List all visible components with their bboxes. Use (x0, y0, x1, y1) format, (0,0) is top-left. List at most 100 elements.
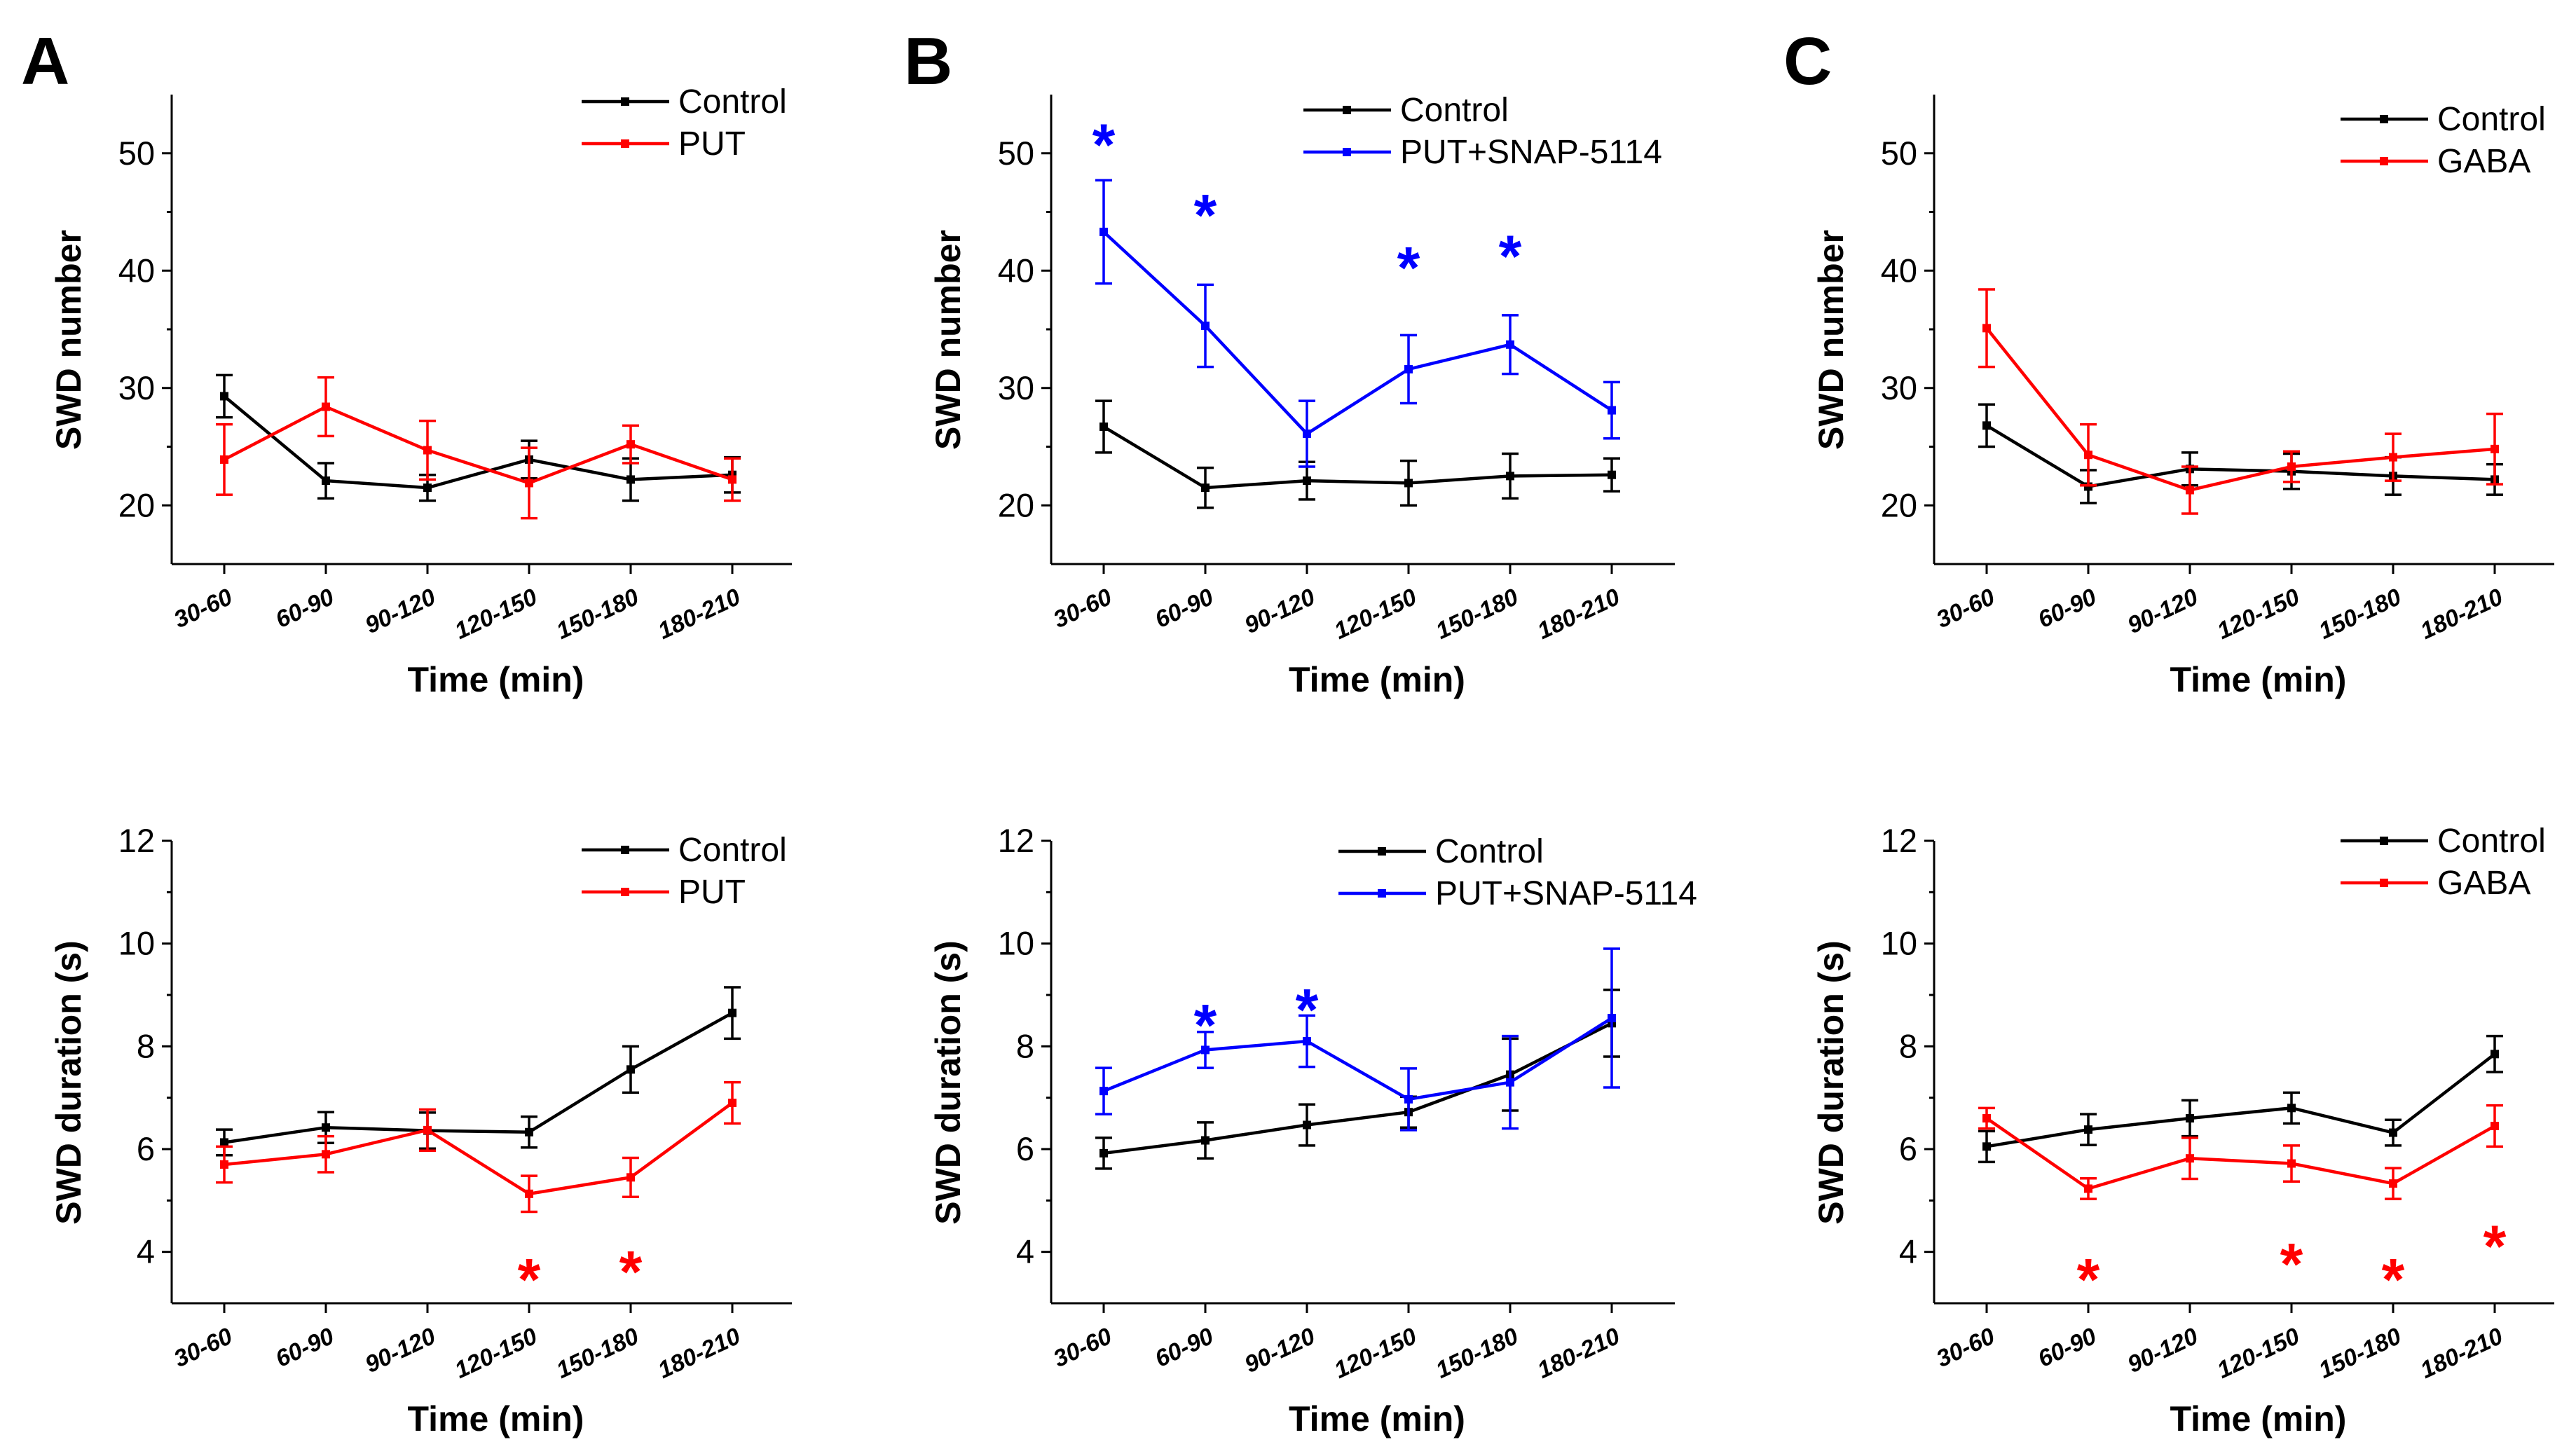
y-tick-label: 20 (1881, 486, 1917, 523)
x-tick-label: 60-90 (1151, 1323, 1218, 1373)
y-tick-label: 4 (1016, 1233, 1034, 1270)
data-point (322, 402, 330, 411)
x-tick-label: 90-120 (1240, 1323, 1319, 1378)
data-point (2186, 1114, 2194, 1122)
series-line (223, 405, 733, 485)
data-point (2084, 1184, 2092, 1193)
data-point (2389, 453, 2397, 462)
data-point (322, 1123, 330, 1132)
data-point (1982, 1114, 1991, 1122)
series-line (1102, 425, 1612, 490)
series-control (1095, 988, 1620, 1170)
x-tick-label: 150-180 (1432, 1323, 1522, 1384)
x-tick-label: 180-210 (1533, 1323, 1624, 1384)
y-tick-label: 20 (118, 486, 155, 523)
series-control (216, 373, 741, 502)
y-axis-title: SWD duration (s) (49, 940, 88, 1225)
data-point (1201, 1045, 1210, 1055)
data-point (1099, 1087, 1108, 1096)
chart-a-bottom: 4 6 8 10 12 30-60 60-90 90-120 120-150 150-180 180… (49, 822, 792, 1438)
data-point (626, 475, 635, 484)
series-line (1103, 1017, 1613, 1101)
x-tick-label: 120-150 (451, 1323, 541, 1384)
data-point (1201, 1136, 1210, 1145)
data-point (2389, 1128, 2397, 1137)
legend-marker (1378, 847, 1386, 856)
data-point (220, 455, 228, 464)
panel-letter-c: C (1783, 24, 1832, 99)
significance-star: * (518, 1246, 541, 1312)
legend-label: PUT+SNAP-5114 (1400, 134, 1662, 171)
y-tick-label: 8 (137, 1027, 155, 1064)
y-tick-label: 30 (1881, 369, 1917, 406)
x-tick-label: 30-60 (170, 1323, 237, 1373)
series-line (1103, 1022, 1613, 1155)
data-point (626, 1173, 635, 1182)
significance-star: * (2483, 1213, 2507, 1279)
x-tick-label: 180-210 (654, 1323, 744, 1384)
data-point (2491, 1050, 2499, 1059)
y-axis-title: SWD duration (s) (929, 940, 968, 1225)
data-point (2491, 444, 2499, 453)
y-tick-label: 8 (1899, 1027, 1917, 1064)
x-axis-title: Time (min) (408, 660, 584, 699)
data-point (2389, 1179, 2397, 1188)
panel-letter-b: B (904, 24, 952, 99)
legend-label: Control (1435, 833, 1544, 870)
series-control (1095, 399, 1620, 509)
y-tick-label: 6 (1899, 1130, 1917, 1167)
data-point (423, 483, 432, 493)
chart-c-bottom: 4 6 8 10 12 30-60 60-90 90-120 120-150 150-180 180… (1811, 822, 2554, 1438)
data-point (1303, 430, 1311, 439)
panel-letter-a: A (21, 24, 69, 99)
data-point (1099, 227, 1108, 236)
series-line (224, 1101, 734, 1196)
x-tick-label: 150-180 (1432, 584, 1522, 645)
x-tick-label: 120-150 (2213, 1323, 2303, 1384)
series-put-snap-5114 (1095, 179, 1620, 468)
data-point (1506, 472, 1514, 481)
data-point (2287, 462, 2296, 471)
x-axis-title: Time (min) (2170, 660, 2347, 699)
significance-star: * (1397, 235, 1420, 301)
series-line (223, 394, 733, 490)
y-tick-label: 50 (118, 135, 155, 172)
significance-star: * (1092, 111, 1116, 177)
chart-a-top: 20 30 40 50 30-60 60-90 90-120 120-150 150-180 18… (49, 83, 792, 699)
series-control (1978, 1034, 2503, 1164)
y-tick-label: 40 (1881, 252, 1917, 289)
y-axis-title: SWD number (49, 230, 88, 450)
x-tick-label: 60-90 (1151, 584, 1218, 633)
series-put-snap-5114 (1095, 947, 1620, 1132)
x-tick-label: 60-90 (272, 584, 338, 633)
data-point (626, 440, 635, 449)
y-axis-title: SWD duration (s) (1811, 940, 1851, 1225)
data-point (423, 446, 432, 455)
data-point (1982, 421, 1991, 430)
y-tick-label: 6 (137, 1130, 155, 1167)
significance-star: * (2280, 1231, 2303, 1297)
legend-marker (1378, 889, 1386, 898)
data-point (322, 476, 330, 486)
x-tick-label: 120-150 (2213, 584, 2303, 645)
x-tick-label: 150-180 (552, 1323, 643, 1384)
y-tick-label: 40 (118, 252, 155, 289)
chart-b-bottom: 4 6 8 10 12 30-60 60-90 90-120 120-150 150-180 180… (929, 822, 1697, 1438)
significance-star: * (1296, 977, 1319, 1043)
significance-star: * (2077, 1246, 2100, 1312)
data-point (525, 479, 533, 488)
y-tick-label: 4 (1899, 1233, 1917, 1270)
legend-marker (621, 139, 629, 148)
x-tick-label: 120-150 (1330, 1323, 1420, 1384)
data-point (525, 1127, 533, 1136)
data-point (1099, 1148, 1108, 1158)
y-tick-label: 10 (1881, 925, 1917, 962)
x-tick-label: 60-90 (2034, 1323, 2101, 1373)
data-point (2491, 1122, 2499, 1130)
x-tick-label: 30-60 (1933, 584, 1999, 633)
series-control (216, 986, 741, 1157)
legend-marker (2380, 115, 2388, 123)
series-gaba (1978, 1104, 2503, 1200)
data-point (322, 1150, 330, 1159)
x-tick-label: 90-120 (2123, 584, 2202, 639)
